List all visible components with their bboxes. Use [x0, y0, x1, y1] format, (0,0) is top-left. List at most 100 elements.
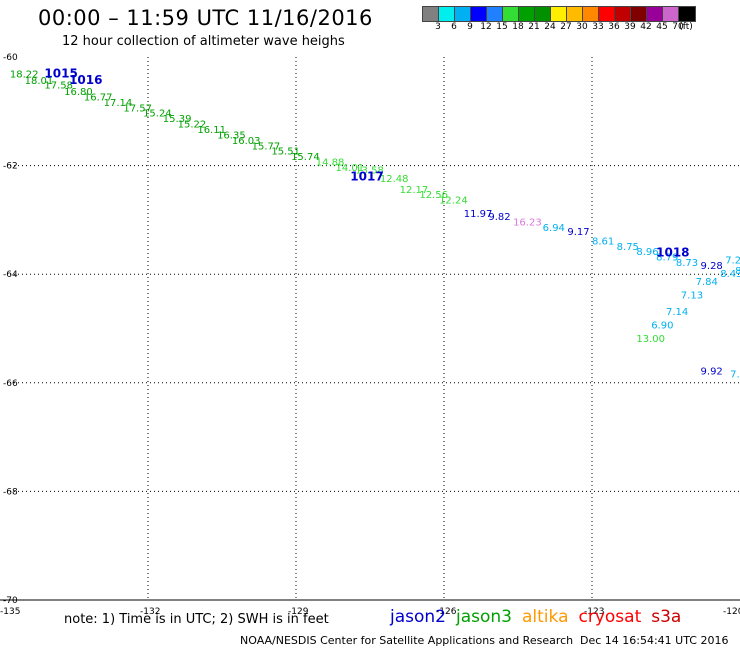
colorbar-swatch	[503, 7, 519, 21]
wave-height-value: 9.28	[701, 261, 723, 272]
wave-height-value: 18.22	[10, 70, 39, 81]
wave-height-value: 15.39	[163, 114, 192, 125]
pass-labels: 10151016101710181112	[44, 67, 689, 260]
wave-height-value: 16.03	[232, 136, 261, 147]
colorbar-label: 12	[480, 22, 492, 32]
page-subtitle: 12 hour collection of altimeter wave hei…	[62, 34, 345, 49]
wave-height-value: 13.58	[355, 166, 384, 177]
colorbar-swatch	[599, 7, 615, 21]
latitude-label: -64	[3, 270, 18, 280]
pass-time-label: 1015	[44, 67, 77, 81]
colorbar-swatch	[647, 7, 663, 21]
wave-height-value: 15.22	[178, 120, 207, 131]
satellite-legend: jason2 jason3 altika cryosat s3a	[390, 607, 681, 627]
wave-height-value: 16.80	[64, 87, 93, 98]
colorbar-label: 30	[576, 22, 588, 32]
wave-height-value: 9.92	[701, 367, 723, 378]
wave-height-value: 7.84	[696, 277, 718, 288]
wave-height-value: 18.01	[25, 76, 54, 87]
colorbar-swatch	[583, 7, 599, 21]
wave-height-value: 15.51	[271, 147, 300, 158]
latitude-label: -66	[3, 379, 18, 389]
map-axes: -60 -62 -64 -66 -68 -70-135 -132 -129 -126 -123 -1…	[0, 53, 740, 617]
wave-height-value: 16.11	[197, 125, 226, 136]
wave-height-value: 8.79	[656, 253, 678, 264]
colorbar-swatch	[663, 7, 679, 21]
wave-height-value: 12.17	[400, 185, 429, 196]
satellite-jason2: jason2	[390, 607, 446, 627]
wave-height-value: 17.57	[123, 103, 152, 114]
wave-height-value: 16.77	[84, 92, 113, 103]
satellite-jason3: jason3	[456, 607, 512, 627]
colorbar-swatch	[455, 7, 471, 21]
wave-height-value: 12.24	[439, 196, 468, 207]
graticule-grid	[10, 57, 740, 600]
pass-time-label: 1017	[350, 169, 383, 183]
wave-height-value: 8.75	[617, 242, 639, 253]
latitude-label: -60	[3, 53, 18, 63]
wave-height-value: 15.74	[291, 152, 320, 163]
wave-height-value: 8.96	[636, 247, 658, 258]
colorbar-swatch	[567, 7, 583, 21]
wave-height-value: 12.48	[380, 174, 409, 185]
colorbar-swatch	[519, 7, 535, 21]
colorbar-label: 9	[467, 22, 473, 32]
colorbar-label: 6	[451, 22, 457, 32]
wave-height-value: 16.35	[217, 130, 246, 141]
wave-height-value: 7.03	[730, 369, 740, 380]
colorbar-label: 18	[512, 22, 524, 32]
colorbar-label: 33	[592, 22, 604, 32]
colorbar-swatch	[439, 7, 455, 21]
wave-height-value: 15.77	[252, 141, 281, 152]
colorbar-label: 36	[608, 22, 620, 32]
colorbar-label: 21	[528, 22, 540, 32]
colorbar-label: 15	[496, 22, 508, 32]
wave-height-value: 7.24	[725, 255, 740, 266]
wave-height-value: 16.23	[513, 217, 542, 228]
wave-height-value: 14.88	[316, 158, 345, 169]
wave-height-value: 8.61	[592, 236, 614, 247]
wave-height-value: 13.00	[636, 334, 665, 345]
colorbar-label: 27	[560, 22, 572, 32]
page-title: 00:00 – 11:59 UTC 11/16/2016	[38, 6, 373, 30]
wave-height-value: 14.01	[335, 163, 364, 174]
wave-height-value: 7.14	[666, 307, 688, 318]
wave-height-value: 9.82	[488, 212, 510, 223]
wave-height-value: 17.14	[104, 98, 133, 109]
wave-height-value: 8.04	[735, 266, 740, 277]
longitude-label: -135	[0, 607, 20, 617]
colorbar-swatch	[551, 7, 567, 21]
colorbar-label: 45	[656, 22, 668, 32]
longitude-label: -123	[584, 607, 604, 617]
latitude-label: -62	[3, 162, 18, 172]
pass-time-label: 1016	[69, 73, 102, 87]
colorbar-swatch	[631, 7, 647, 21]
colorbar-swatch	[487, 7, 503, 21]
colorbar-legend	[422, 6, 696, 22]
colorbar-label: 39	[624, 22, 636, 32]
colorbar-swatch	[471, 7, 487, 21]
colorbar-swatch	[535, 7, 551, 21]
wave-height-value: 8.43	[720, 269, 740, 280]
wave-height-value: 6.94	[543, 223, 565, 234]
colorbar-labels: 3 6 9 12 15 18 21 24 27 30 33 36 39 42 45 70 (ft)	[422, 22, 740, 34]
wave-height-value: 12.56	[419, 190, 448, 201]
satellite-s3a: s3a	[651, 607, 682, 627]
colorbar-label: 42	[640, 22, 652, 32]
footer-note: note: 1) Time is in UTC; 2) SWH is in fe…	[64, 612, 329, 627]
colorbar-label: (ft)	[679, 22, 693, 32]
wave-height-value: 7.13	[681, 291, 703, 302]
wave-height-value: 9.17	[567, 227, 589, 238]
pass-time-label: 1018	[656, 245, 689, 259]
wave-height-value: 17.58	[44, 80, 73, 91]
satellite-altika: altika	[522, 607, 569, 627]
wave-height-points: 18.2218.0117.5816.8016.7717.1417.5715.24…	[10, 70, 740, 381]
colorbar-label: 70	[672, 22, 684, 32]
longitude-label: -120	[723, 607, 740, 617]
wave-height-value: 8.73	[676, 258, 698, 269]
wave-height-value: 6.90	[651, 321, 673, 332]
colorbar-swatch	[615, 7, 631, 21]
colorbar-swatch	[679, 7, 695, 21]
colorbar-label: 3	[435, 22, 441, 32]
